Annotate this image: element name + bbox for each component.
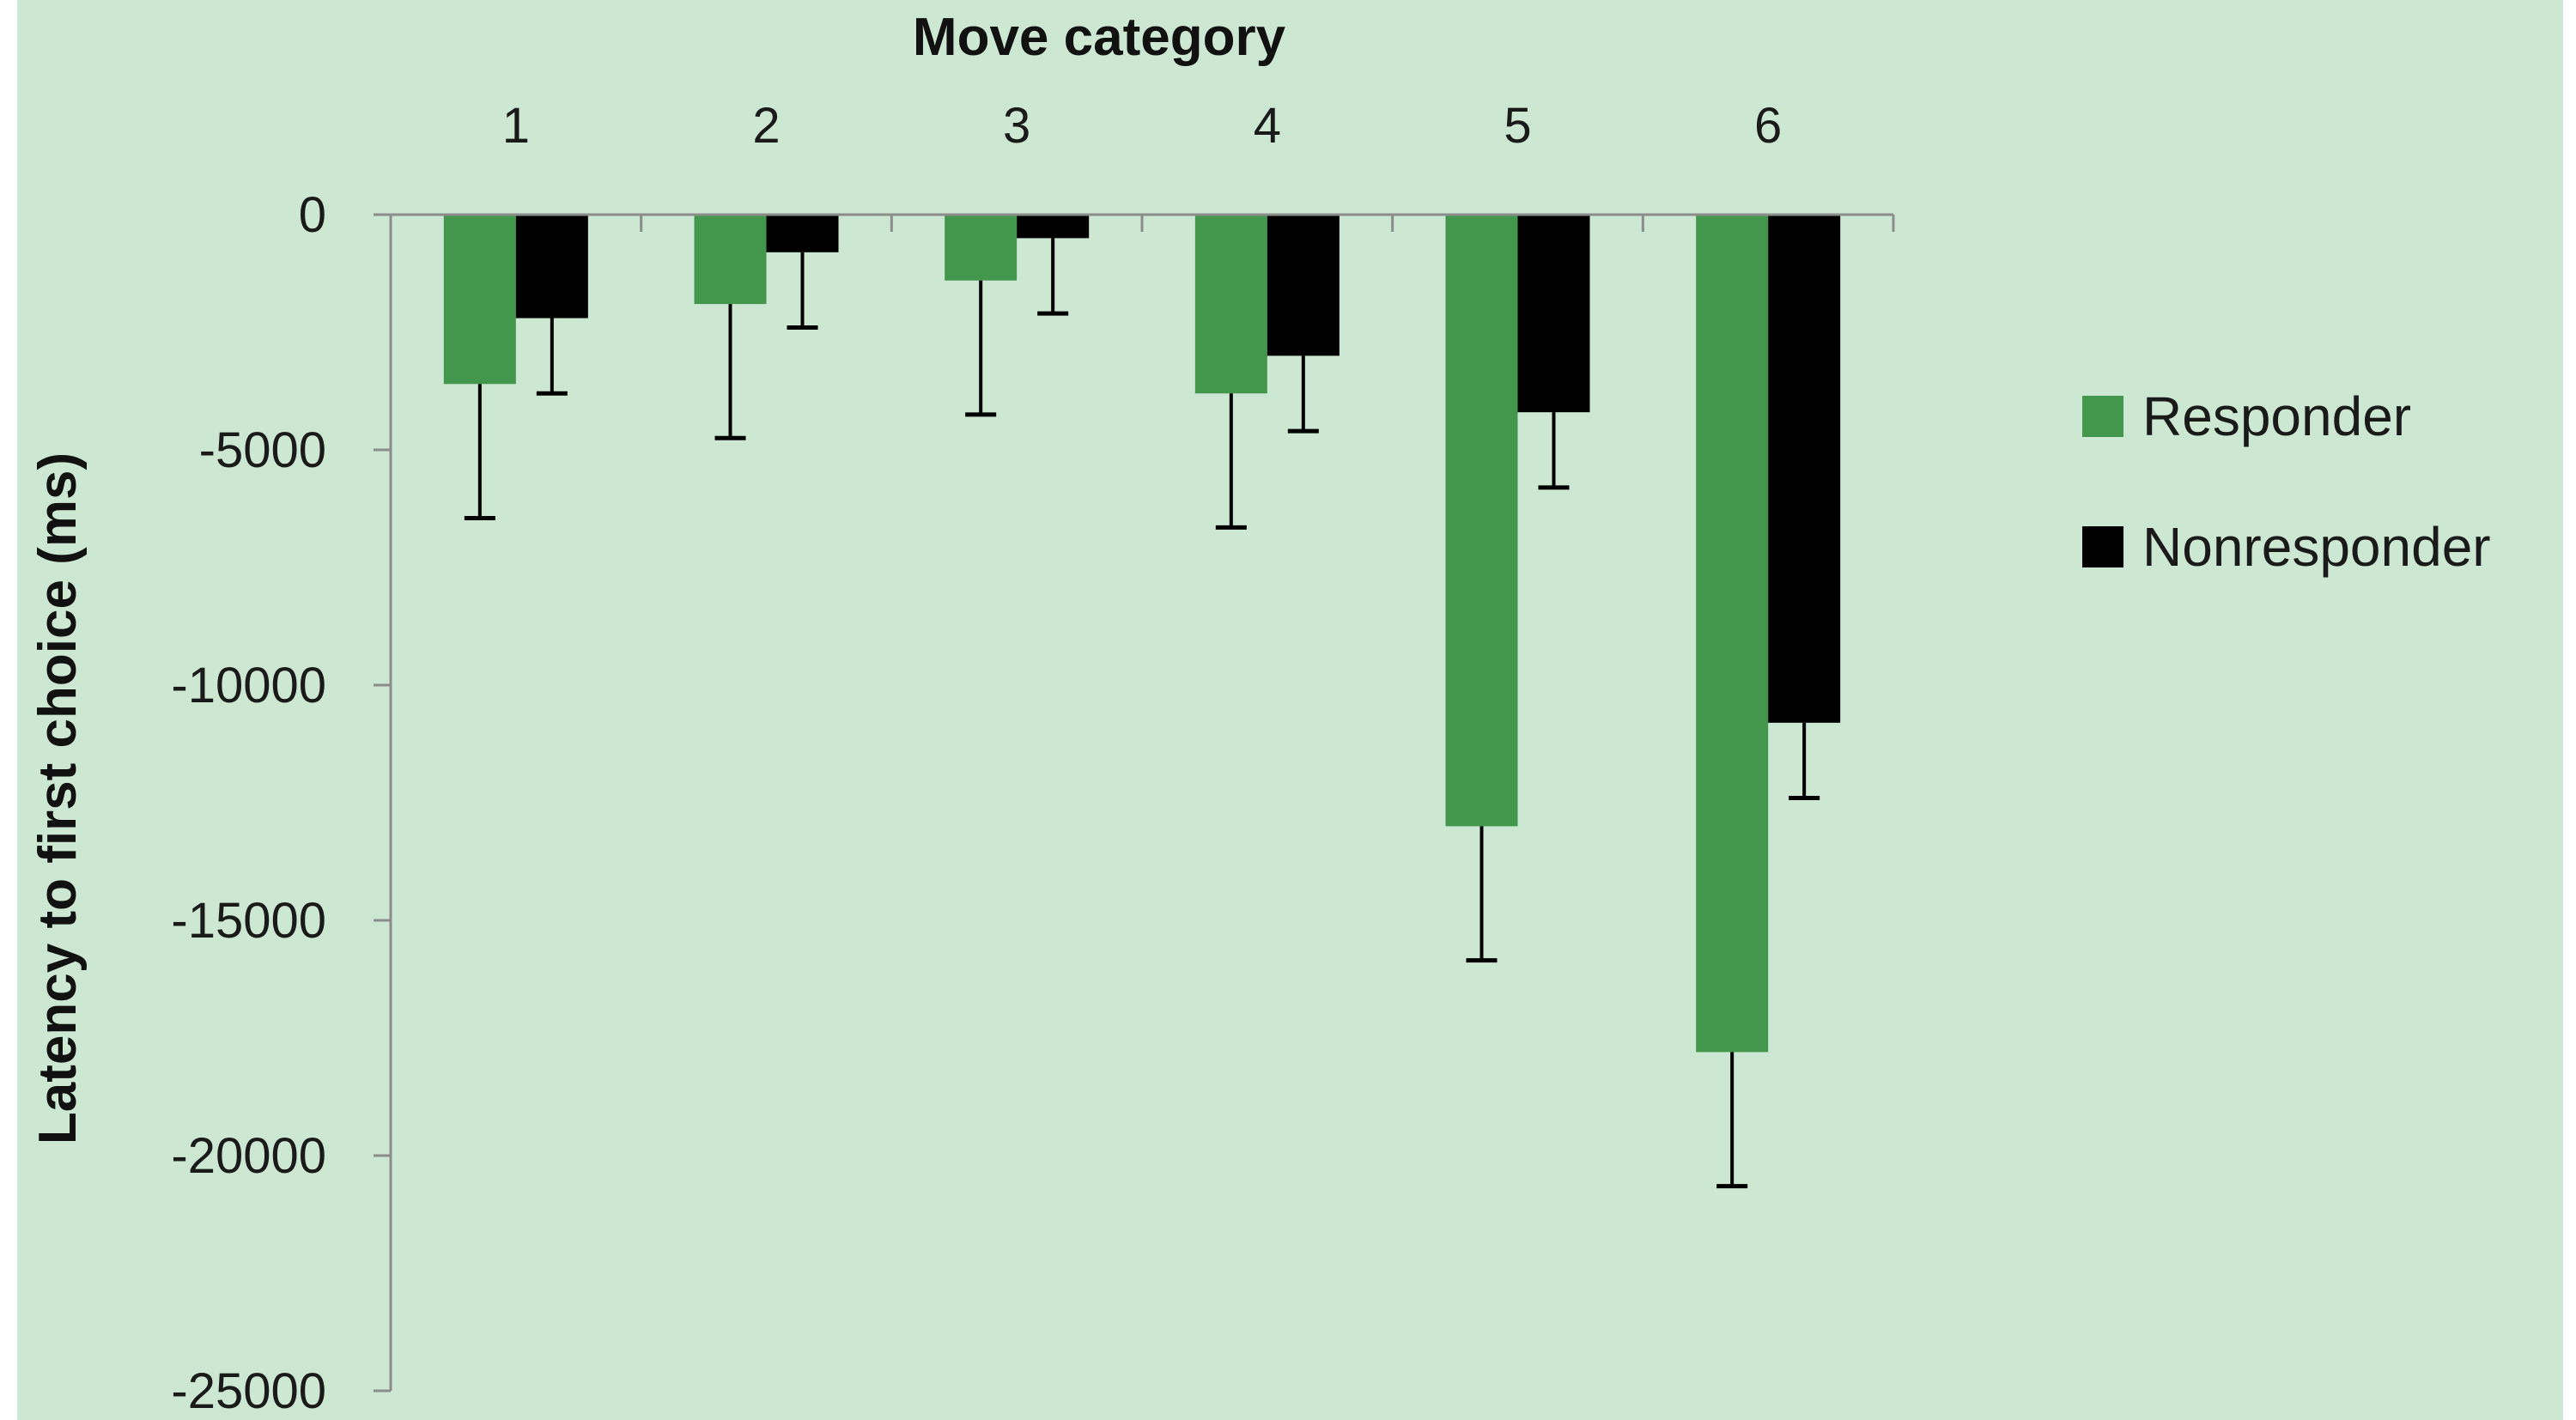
legend-label-nonresponder: Nonresponder xyxy=(2142,516,2491,578)
y-tick-label: -20000 xyxy=(171,1128,326,1184)
x-axis-title: Move category xyxy=(913,8,1286,67)
x-tick-label: 5 xyxy=(1504,98,1531,154)
y-tick-label: 0 xyxy=(299,187,326,243)
legend: Responder Nonresponder xyxy=(2082,385,2491,578)
x-tick-label: 6 xyxy=(1754,98,1782,154)
bar-responder-3 xyxy=(945,215,1018,281)
bar-responder-2 xyxy=(694,215,767,305)
chart-background xyxy=(17,0,2563,1420)
y-tick-label: -15000 xyxy=(171,893,326,949)
bar-nonresponder-2 xyxy=(766,215,839,252)
x-ticks-group: 1 2 3 4 5 6 xyxy=(389,98,1895,232)
bar-nonresponder-6 xyxy=(1768,215,1841,723)
x-tick-label: 3 xyxy=(1003,98,1030,154)
bars-group xyxy=(443,215,1841,1053)
bar-responder-5 xyxy=(1445,215,1518,827)
bar-nonresponder-4 xyxy=(1267,215,1340,356)
bar-responder-1 xyxy=(443,215,516,385)
y-axis-title: Latency to first choice (ms) xyxy=(28,452,88,1144)
x-tick-label: 1 xyxy=(502,98,530,154)
y-tick-label: -25000 xyxy=(171,1363,326,1419)
bar-nonresponder-3 xyxy=(1017,215,1090,239)
y-ticks-group: 0 -5000 -10000 -15000 -20000 -25000 xyxy=(171,187,391,1419)
x-tick-label: 2 xyxy=(752,98,780,154)
legend-swatch-nonresponder xyxy=(2082,526,2123,567)
y-tick-label: -10000 xyxy=(171,658,326,713)
y-tick-label: -5000 xyxy=(199,422,326,478)
error-bars-group xyxy=(464,238,1820,1189)
bar-nonresponder-1 xyxy=(515,215,588,319)
bar-responder-4 xyxy=(1194,215,1267,394)
legend-swatch-responder xyxy=(2082,396,2123,437)
bar-responder-6 xyxy=(1696,215,1769,1053)
legend-label-responder: Responder xyxy=(2142,385,2411,447)
bar-nonresponder-5 xyxy=(1517,215,1590,413)
x-tick-label: 4 xyxy=(1254,98,1281,154)
